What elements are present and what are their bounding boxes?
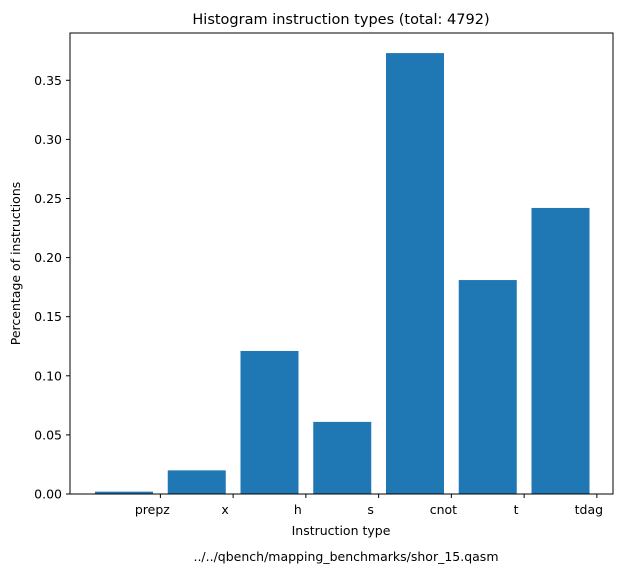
x-axis-label: Instruction type: [292, 523, 391, 538]
x-tick-label-prepz: prepz: [135, 502, 170, 517]
x-tick-label-t: t: [514, 502, 519, 517]
y-axis-ticks: 0.00 0.05 0.10 0.15 0.20 0.25 0.30 0.35: [34, 73, 70, 502]
x-tick-label-tdag: tdag: [575, 502, 603, 517]
x-axis-ticks: prepz x h s cnot t tdag: [135, 494, 603, 517]
bar-s: [313, 421, 372, 494]
file-caption: ../../qbench/mapping_benchmarks/shor_15.…: [193, 549, 498, 564]
y-tick-label: 0.15: [34, 309, 62, 324]
bar-x: [167, 470, 226, 494]
y-tick-label: 0.35: [34, 73, 62, 88]
x-tick-label-s: s: [367, 502, 374, 517]
x-tick-label-x: x: [221, 502, 228, 517]
y-tick-label: 0.05: [34, 427, 62, 442]
bar-h: [240, 350, 299, 494]
bar-cnot: [386, 53, 444, 495]
y-tick-label: 0.20: [34, 250, 62, 265]
x-tick-label-h: h: [294, 502, 302, 517]
bars-group: [95, 53, 590, 495]
plot-frame: [69, 32, 614, 495]
y-tick-label: 0.00: [34, 487, 62, 502]
bar-t: [458, 280, 517, 494]
y-axis-label: Percentage of instructions: [8, 182, 23, 346]
y-tick-label: 0.25: [34, 191, 62, 206]
y-tick-label: 0.10: [34, 368, 62, 383]
x-tick-label-cnot: cnot: [430, 502, 457, 517]
y-tick-label: 0.30: [34, 132, 62, 147]
chart-title: Histogram instruction types (total: 4792…: [192, 12, 489, 28]
bar-tdag: [531, 207, 590, 494]
bar-prepz: [95, 491, 153, 494]
